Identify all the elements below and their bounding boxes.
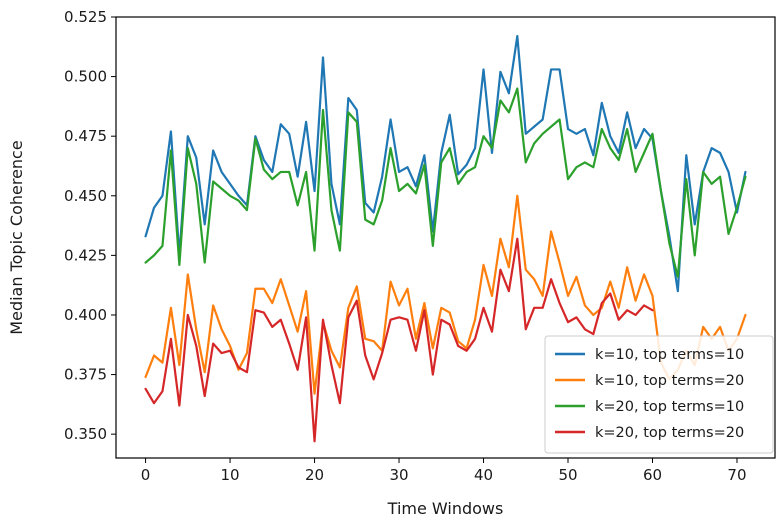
series-line-3 [144, 87, 747, 278]
x-tick-label: 30 [389, 466, 408, 484]
y-tick-label: 0.425 [64, 246, 107, 264]
y-tick-label: 0.525 [64, 8, 107, 26]
legend-label: k=10, top terms=10 [595, 347, 744, 363]
x-axis: 0 10 20 30 40 50 60 70 [141, 458, 747, 484]
legend-box [544, 335, 774, 454]
y-axis-title: Median Topic Coherence [7, 140, 26, 334]
legend-label: k=20, top terms=20 [595, 425, 744, 441]
x-tick-label: 40 [474, 466, 493, 484]
x-tick-label: 50 [558, 466, 577, 484]
legend-item: k=10, top terms=20 [555, 373, 744, 389]
legend-label: k=10, top terms=20 [595, 373, 744, 389]
plot-lines [144, 34, 747, 443]
x-tick-label: 70 [727, 466, 746, 484]
legend-label: k=20, top terms=10 [595, 399, 744, 415]
x-tick-label: 20 [305, 466, 324, 484]
plot-frame [115, 16, 776, 459]
series-line-2 [144, 194, 747, 395]
series-line-1 [144, 34, 747, 293]
legend-item: k=20, top terms=20 [555, 425, 744, 441]
x-tick-label: 0 [141, 466, 151, 484]
y-tick-label: 0.475 [64, 127, 107, 145]
y-tick-label: 0.350 [64, 425, 107, 443]
x-tick-label: 60 [643, 466, 662, 484]
y-axis: 0.350 0.375 0.400 0.425 0.450 0.475 0.500 0.525 [64, 8, 116, 443]
y-tick-label: 0.500 [64, 68, 107, 86]
legend-item: k=20, top terms=10 [555, 399, 744, 415]
y-tick-label: 0.375 [64, 366, 107, 384]
x-axis-title: Time Windows [387, 499, 504, 518]
x-tick-label: 10 [221, 466, 240, 484]
y-tick-label: 0.400 [64, 306, 107, 324]
legend-item: k=10, top terms=10 [555, 347, 744, 363]
series-line-4 [144, 237, 654, 443]
y-tick-label: 0.450 [64, 187, 107, 205]
legend: k=10, top terms=10 k=10, top terms=20 k=20… [544, 335, 774, 454]
